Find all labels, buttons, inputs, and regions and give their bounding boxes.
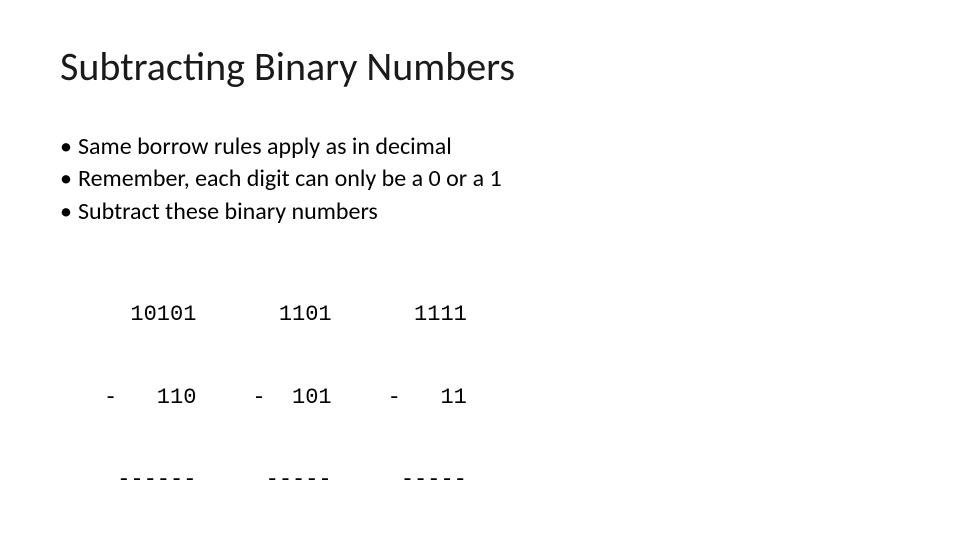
problem-3: 1111 - 11 ----- bbox=[388, 246, 467, 549]
minuend: 1111 bbox=[388, 301, 467, 329]
bullet-item: Subtract these binary numbers bbox=[60, 196, 900, 228]
rule-line: ----- bbox=[252, 466, 331, 494]
minuend: 10101 bbox=[104, 301, 196, 329]
subtrahend: - 11 bbox=[388, 384, 467, 412]
bullet-item: Remember, each digit can only be a 0 or … bbox=[60, 163, 900, 195]
bullet-list: Same borrow rules apply as in decimal Re… bbox=[60, 131, 900, 228]
rule-line: ----- bbox=[388, 466, 467, 494]
problems-row: 10101 - 110 ------ 1101 - 101 ----- 1111… bbox=[60, 246, 900, 549]
subtrahend: - 110 bbox=[104, 384, 196, 412]
bullet-item: Same borrow rules apply as in decimal bbox=[60, 131, 900, 163]
problem-2: 1101 - 101 ----- bbox=[252, 246, 331, 549]
slide-title: Subtracting Binary Numbers bbox=[60, 42, 900, 91]
minuend: 1101 bbox=[252, 301, 331, 329]
subtrahend: - 101 bbox=[252, 384, 331, 412]
problem-1: 10101 - 110 ------ bbox=[104, 246, 196, 549]
rule-line: ------ bbox=[104, 466, 196, 494]
